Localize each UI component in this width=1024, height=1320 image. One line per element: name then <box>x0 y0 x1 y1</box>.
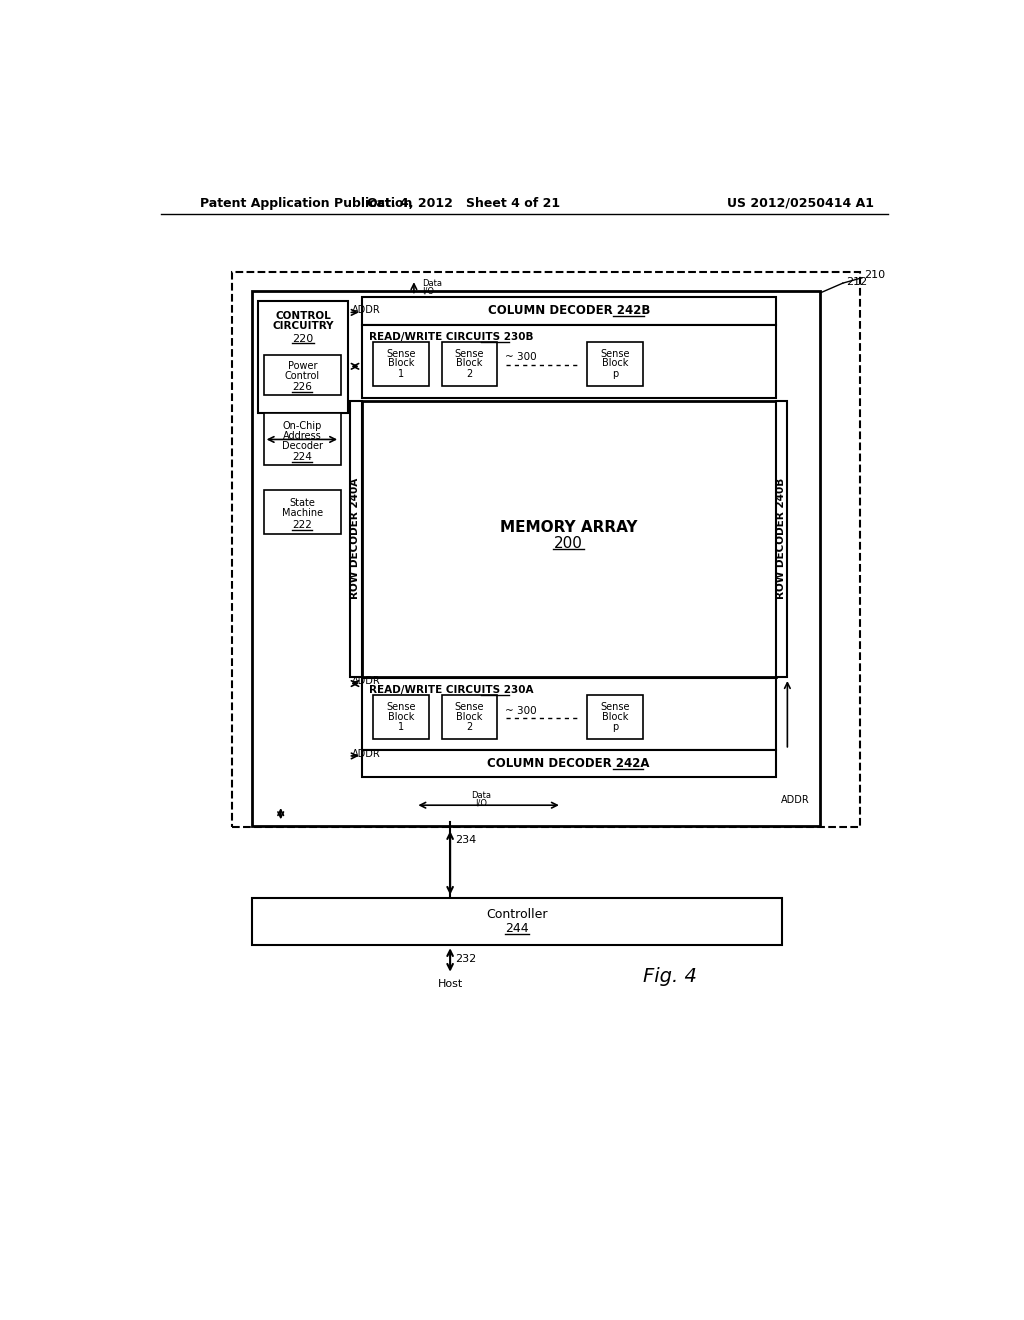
Text: 212: 212 <box>846 277 867 286</box>
Text: Data: Data <box>471 792 490 800</box>
Text: ADDR: ADDR <box>352 305 381 315</box>
Bar <box>361 401 776 677</box>
Text: Sense: Sense <box>386 702 416 713</box>
Text: On-Chip: On-Chip <box>283 421 322 430</box>
Bar <box>232 272 860 826</box>
Text: Sense: Sense <box>386 348 416 359</box>
Bar <box>373 342 429 385</box>
Text: ROW DECODER 240A: ROW DECODER 240A <box>350 478 360 599</box>
Text: 1: 1 <box>397 370 403 379</box>
Text: Block: Block <box>602 711 628 722</box>
Text: Patent Application Publication: Patent Application Publication <box>200 197 413 210</box>
Text: Block: Block <box>602 358 628 368</box>
Text: Sense: Sense <box>455 702 484 713</box>
Text: US 2012/0250414 A1: US 2012/0250414 A1 <box>727 197 873 210</box>
Text: p: p <box>611 370 618 379</box>
Text: Address: Address <box>283 430 322 441</box>
Text: 224: 224 <box>292 453 312 462</box>
Text: p: p <box>611 722 618 731</box>
Bar <box>373 696 429 739</box>
Text: 244: 244 <box>505 921 529 935</box>
Text: CONTROL: CONTROL <box>275 312 331 321</box>
Text: Host: Host <box>437 979 463 989</box>
Bar <box>252 898 782 945</box>
Text: 220: 220 <box>293 334 313 343</box>
Text: COLUMN DECODER 242A: COLUMN DECODER 242A <box>487 758 650 770</box>
Text: ADDR: ADDR <box>781 795 810 805</box>
Bar <box>258 301 348 412</box>
Bar <box>361 325 776 397</box>
Text: Fig. 4: Fig. 4 <box>643 966 696 986</box>
Text: Block: Block <box>456 711 482 722</box>
Text: Block: Block <box>456 358 482 368</box>
Bar <box>252 290 820 826</box>
Bar <box>350 401 361 677</box>
Text: 2: 2 <box>466 722 472 731</box>
Bar <box>361 297 776 325</box>
Text: Sense: Sense <box>455 348 484 359</box>
Text: ~ 300: ~ 300 <box>505 352 537 362</box>
Text: Block: Block <box>388 711 414 722</box>
Text: Sense: Sense <box>600 702 630 713</box>
Text: ~ 300: ~ 300 <box>505 706 537 717</box>
Text: I/O: I/O <box>422 286 434 296</box>
Text: READ/WRITE CIRCUITS 230B: READ/WRITE CIRCUITS 230B <box>370 333 534 342</box>
Bar <box>264 355 341 395</box>
Bar <box>587 696 643 739</box>
Bar <box>264 490 341 535</box>
Text: 1: 1 <box>397 722 403 731</box>
Text: Control: Control <box>285 371 319 380</box>
Bar <box>441 342 497 385</box>
Text: MEMORY ARRAY: MEMORY ARRAY <box>500 520 637 536</box>
Bar <box>587 342 643 385</box>
Text: CIRCUITRY: CIRCUITRY <box>272 321 334 331</box>
Bar <box>361 750 776 777</box>
Bar <box>361 678 776 750</box>
Text: ADDR: ADDR <box>352 676 381 686</box>
Text: 232: 232 <box>456 954 477 964</box>
Text: 2: 2 <box>466 370 472 379</box>
Text: ROW DECODER 240B: ROW DECODER 240B <box>776 478 786 599</box>
Text: Decoder: Decoder <box>282 441 323 450</box>
Text: I/O: I/O <box>475 799 486 808</box>
Text: Power: Power <box>288 362 317 371</box>
Text: Oct. 4, 2012   Sheet 4 of 21: Oct. 4, 2012 Sheet 4 of 21 <box>367 197 560 210</box>
Bar <box>264 413 341 465</box>
Text: Machine: Machine <box>282 508 323 517</box>
Text: ADDR: ADDR <box>352 748 381 759</box>
Text: Block: Block <box>388 358 414 368</box>
Text: READ/WRITE CIRCUITS 230A: READ/WRITE CIRCUITS 230A <box>370 685 534 694</box>
Text: 200: 200 <box>554 536 583 550</box>
Text: COLUMN DECODER 242B: COLUMN DECODER 242B <box>487 305 650 317</box>
Text: Sense: Sense <box>600 348 630 359</box>
Text: State: State <box>290 498 315 508</box>
Text: 226: 226 <box>292 381 312 392</box>
Text: 222: 222 <box>292 520 312 529</box>
Bar <box>441 696 497 739</box>
Text: 234: 234 <box>456 834 477 845</box>
Text: Controller: Controller <box>486 908 548 921</box>
Text: Data: Data <box>422 280 442 288</box>
Bar <box>776 401 787 677</box>
Text: 210: 210 <box>864 271 886 280</box>
